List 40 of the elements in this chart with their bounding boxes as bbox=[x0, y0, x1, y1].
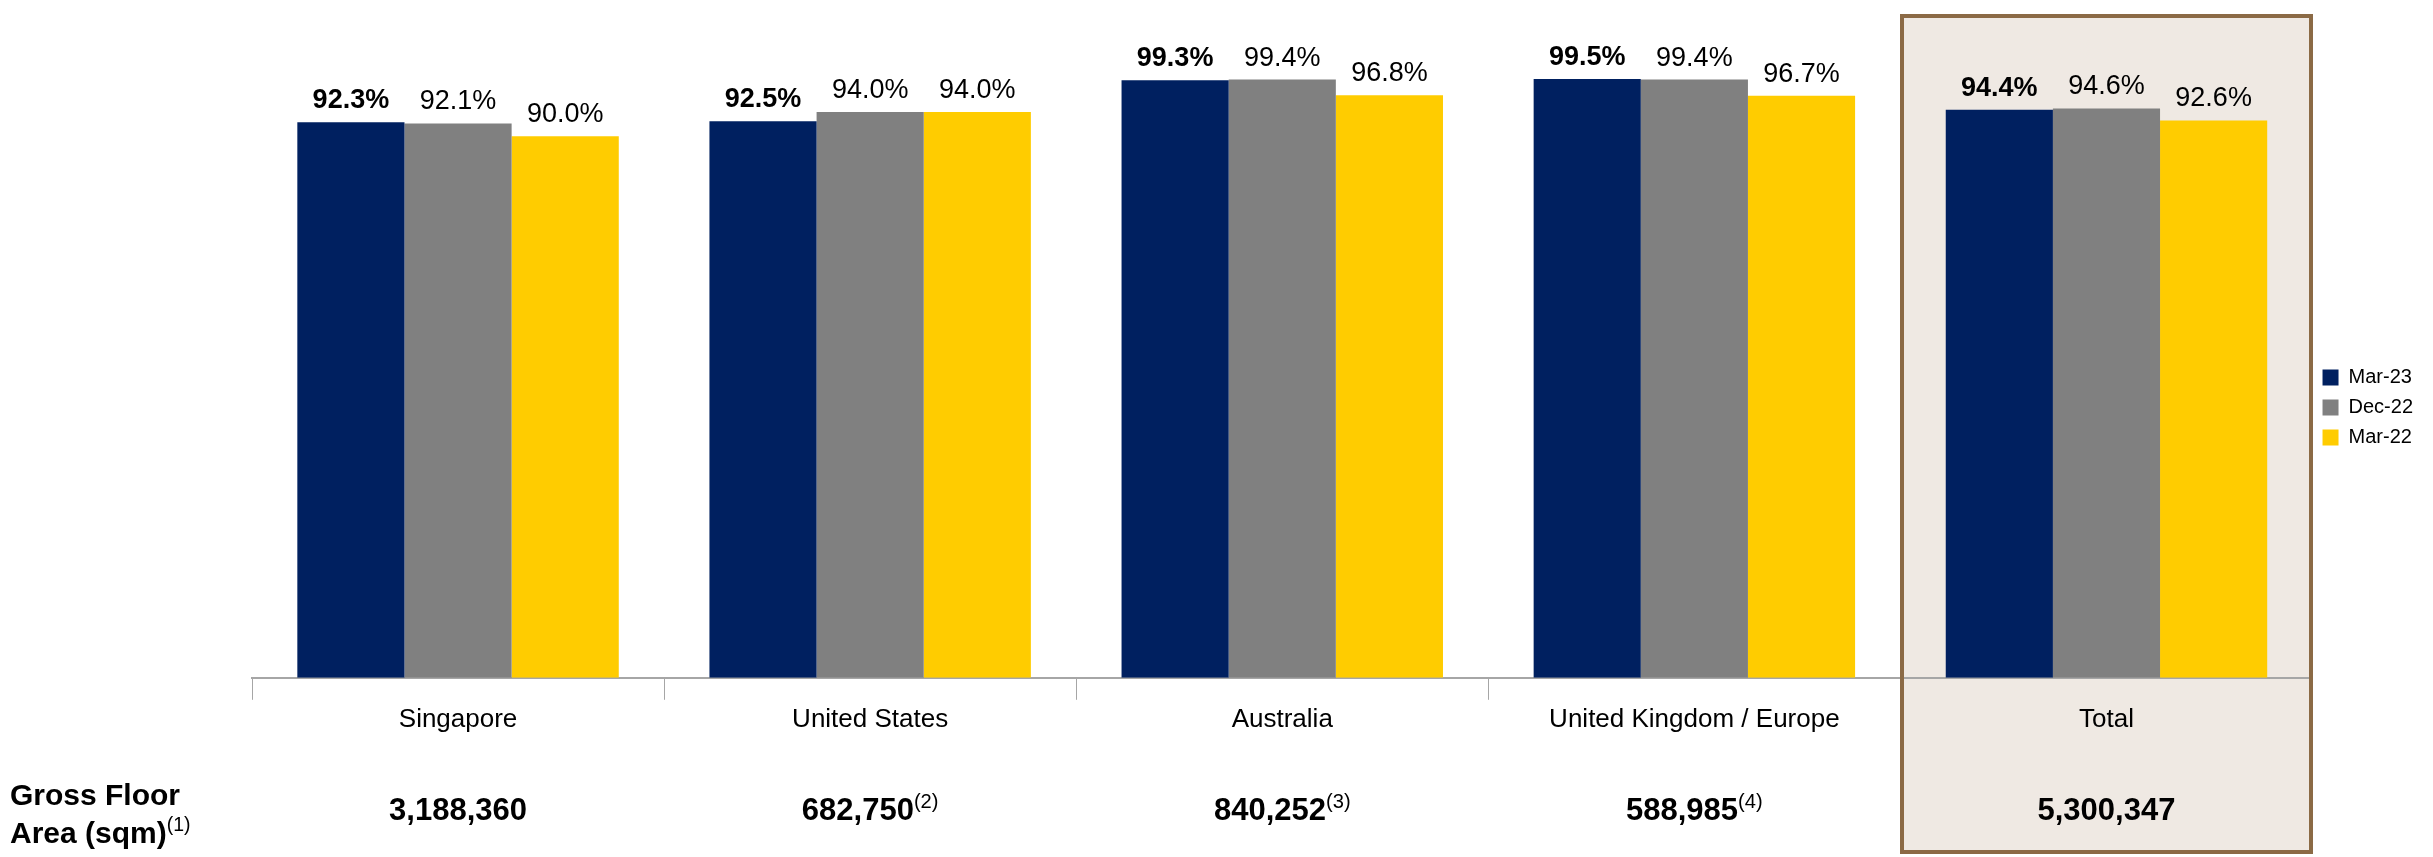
data-label: 99.4% bbox=[1243, 41, 1321, 72]
bar bbox=[816, 112, 924, 678]
data-label: 92.1% bbox=[419, 85, 497, 116]
bar bbox=[923, 112, 1031, 678]
data-label: 92.5% bbox=[724, 83, 802, 114]
bar bbox=[1747, 95, 1856, 678]
data-label: 94.0% bbox=[939, 74, 1016, 105]
x-tick-label: Total bbox=[2079, 702, 2134, 733]
bar bbox=[1533, 79, 1641, 678]
data-label: 96.8% bbox=[1351, 57, 1428, 88]
data-label: 96.7% bbox=[1763, 57, 1840, 88]
data-label: 99.3% bbox=[1136, 42, 1214, 73]
data-label: 92.3% bbox=[312, 84, 390, 115]
data-label: 99.4% bbox=[1656, 41, 1733, 72]
data-label: 92.6% bbox=[2175, 82, 2252, 113]
data-label: 94.4% bbox=[1961, 71, 2038, 102]
x-tick-label: Singapore bbox=[398, 702, 518, 733]
bar bbox=[1335, 95, 1443, 678]
legend-label: Mar-23 bbox=[2348, 365, 2412, 388]
bar bbox=[1945, 109, 2053, 678]
data-label: 99.5% bbox=[1548, 40, 1626, 71]
x-tick-label: United Kingdom / Europe bbox=[1549, 702, 1840, 733]
bar bbox=[1228, 79, 1336, 678]
data-label: 94.0% bbox=[831, 74, 909, 105]
text: 3,188,360 bbox=[389, 792, 528, 827]
bar bbox=[511, 136, 619, 678]
bar bbox=[1121, 80, 1229, 678]
bar bbox=[1640, 79, 1748, 678]
data-label: 94.6% bbox=[2068, 70, 2145, 101]
x-tick-label: Australia bbox=[1231, 702, 1334, 733]
bar bbox=[2160, 120, 2268, 678]
x-tick-label: United States bbox=[792, 702, 949, 733]
text: 5,300,347 bbox=[2037, 792, 2176, 827]
bar bbox=[2052, 108, 2161, 678]
bar bbox=[297, 122, 405, 678]
legend-label: Dec-22 bbox=[2348, 395, 2414, 418]
bar bbox=[404, 123, 512, 678]
legend-label: Mar-22 bbox=[2348, 425, 2412, 448]
data-label: 90.0% bbox=[526, 98, 604, 129]
bar bbox=[709, 121, 817, 678]
